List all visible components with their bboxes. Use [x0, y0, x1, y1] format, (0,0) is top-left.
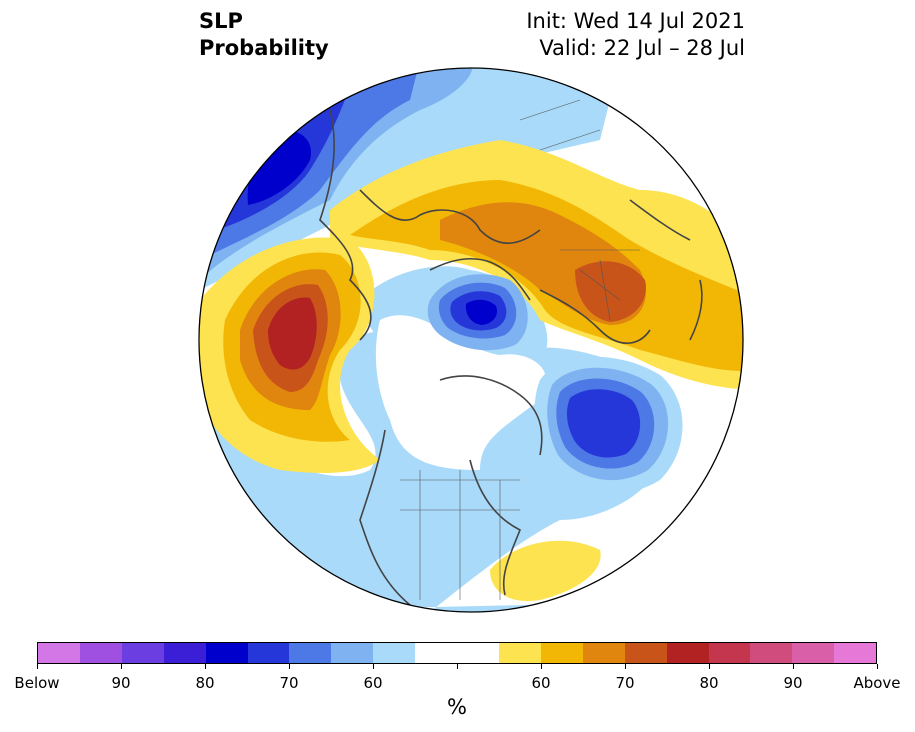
colorbar-tick	[204, 664, 206, 669]
borders	[400, 99, 640, 600]
colorbar-swatch	[750, 643, 793, 663]
colorbar-tick-label: Above	[853, 674, 901, 692]
colorbar-unit: %	[447, 695, 467, 719]
colorbar-swatch	[38, 643, 80, 663]
colorbar-tick	[120, 664, 122, 669]
colorbar-tick	[708, 664, 710, 669]
colorbar-swatch	[457, 643, 499, 663]
colorbar-swatch	[79, 643, 122, 663]
title-left: SLP Probability	[199, 8, 329, 62]
white-center	[375, 315, 547, 470]
title-variable: SLP	[199, 9, 243, 33]
colorbar-tick	[540, 664, 542, 669]
colorbar-swatch	[498, 643, 541, 663]
colorbar-tick-label: 90	[783, 674, 803, 692]
colorbar-tick-label: 60	[531, 674, 551, 692]
colorbar-swatch	[792, 643, 835, 663]
colorbar-swatch	[708, 643, 751, 663]
yellow-southeast	[490, 540, 601, 602]
colorbar-tick	[624, 664, 626, 669]
colorbar-swatch	[163, 643, 206, 663]
valid-range: Valid: 22 Jul – 28 Jul	[539, 36, 745, 60]
colorbar-tick	[288, 664, 290, 669]
polar-map	[198, 67, 744, 613]
dark-orange-eurasia	[575, 261, 646, 322]
title-right: Init: Wed 14 Jul 2021 Valid: 22 Jul – 28…	[526, 8, 745, 62]
colorbar-swatch	[415, 643, 458, 663]
colorbar-tick	[876, 664, 878, 669]
colorbar-tick	[792, 664, 794, 669]
colorbar-tick-label: 80	[195, 674, 215, 692]
colorbar-tick-label: 70	[279, 674, 299, 692]
colorbar-tick-label: 80	[699, 674, 719, 692]
colorbar-swatch	[834, 643, 877, 663]
colorbar-swatch	[624, 643, 667, 663]
colorbar-tick-label: 90	[111, 674, 131, 692]
colorbar-swatch	[121, 643, 164, 663]
colorbar-swatch	[331, 643, 374, 663]
blue-arctic-core	[465, 299, 498, 325]
init-date: Init: Wed 14 Jul 2021	[526, 9, 745, 33]
probability-field	[199, 68, 743, 612]
colorbar-tick-label: 60	[363, 674, 383, 692]
colorbar-tick	[456, 664, 458, 669]
colorbar-tick	[372, 664, 374, 669]
colorbar-swatch	[205, 643, 248, 663]
colorbar	[37, 642, 877, 664]
red-west-core	[268, 297, 317, 370]
colorbar-tick-label: Below	[14, 674, 60, 692]
colorbar-tick	[36, 664, 38, 669]
blue-atlantic-dark	[566, 389, 641, 458]
title-probability: Probability	[199, 36, 329, 60]
coastlines	[319, 109, 703, 606]
colorbar-ticks	[36, 664, 878, 670]
map-boundary	[198, 67, 744, 613]
colorbar-swatch	[247, 643, 290, 663]
colorbar-swatch	[373, 643, 416, 663]
colorbar-swatch	[666, 643, 709, 663]
colorbar-tick-label: 70	[615, 674, 635, 692]
colorbar-swatch	[540, 643, 583, 663]
colorbar-swatch	[582, 643, 625, 663]
colorbar-swatch	[289, 643, 332, 663]
